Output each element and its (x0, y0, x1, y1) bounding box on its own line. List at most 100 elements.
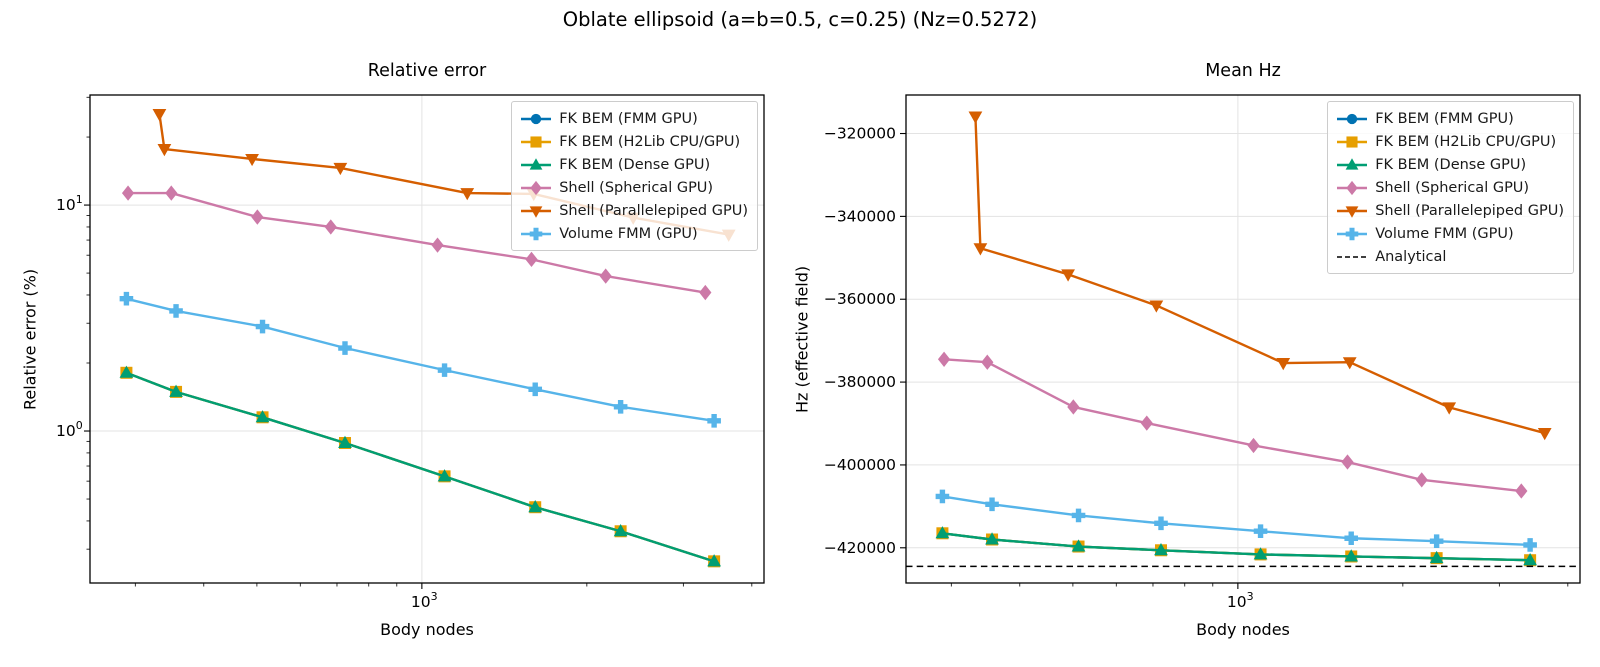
diamond-marker (1140, 415, 1153, 431)
circle-marker (531, 113, 542, 124)
tick-label: −380000 (824, 373, 896, 391)
series-line (125, 371, 716, 563)
legend-item: Shell (Parallelepiped GPU) (1336, 199, 1564, 222)
diamond-marker (1515, 483, 1528, 499)
series (121, 185, 712, 301)
triangle-up-marker (1344, 549, 1359, 562)
plus-legend-icon (1337, 227, 1368, 240)
legend-item-label: Volume FMM (GPU) (1375, 225, 1514, 242)
triangle-down-marker (1537, 428, 1552, 441)
triangle-up-marker (529, 157, 543, 170)
triangle-up-marker (119, 365, 134, 378)
triangle-down-marker (1276, 358, 1291, 371)
plus-marker (338, 341, 352, 355)
triangle-down-marker (1442, 402, 1457, 415)
figure-suptitle: Oblate ellipsoid (a=b=0.5, c=0.25) (Nz=0… (562, 8, 1038, 31)
series (119, 365, 722, 567)
axes-frame (89, 94, 765, 584)
diamond-legend-icon (1337, 180, 1368, 195)
legend-item-label: Shell (Parallelepiped GPU) (1375, 202, 1564, 219)
series (119, 291, 721, 428)
triangle-up-marker (985, 532, 999, 545)
ticks (900, 132, 1569, 589)
plus-marker (255, 319, 270, 334)
triangle-up-marker (1253, 547, 1268, 560)
circle-legend-icon (1337, 113, 1368, 124)
plus-marker (119, 291, 134, 306)
triangle-down-marker (1061, 269, 1075, 282)
dashed-line-legend-icon (1337, 255, 1368, 258)
legend-item: FK BEM (H2Lib CPU/GPU) (520, 130, 748, 153)
diamond-marker (1415, 472, 1428, 488)
series-line (941, 495, 1532, 547)
diamond-legend-icon (521, 180, 552, 195)
triangle-up-marker (613, 524, 628, 537)
series (936, 527, 1537, 567)
tick-label: −340000 (824, 207, 896, 225)
tick-label: 100 (56, 419, 83, 440)
legend-item: Volume FMM (GPU) (520, 222, 748, 245)
plus-marker (707, 413, 721, 428)
series-line (942, 358, 1523, 493)
plus-marker (985, 497, 999, 512)
diamond-marker (1346, 180, 1358, 195)
tick-label: 101 (56, 193, 83, 214)
triangle-up-marker (437, 469, 452, 482)
legend-item: FK BEM (FMM GPU) (520, 107, 748, 130)
plus-marker (1154, 516, 1168, 531)
series-line (126, 191, 707, 294)
plus-marker (528, 382, 543, 397)
legend-item: FK BEM (H2Lib CPU/GPU) (1336, 130, 1564, 153)
plus-marker (1071, 508, 1086, 523)
series-line (125, 297, 716, 422)
diamond-marker (530, 180, 542, 195)
legend-item: Shell (Spherical GPU) (1336, 176, 1564, 199)
legend-item-label: FK BEM (FMM GPU) (559, 110, 698, 127)
tick-label: 103 (1227, 590, 1254, 611)
series (936, 527, 1536, 566)
legend-item: FK BEM (Dense GPU) (520, 153, 748, 176)
circle-marker (1347, 113, 1358, 124)
triangle-up-marker (338, 435, 352, 449)
legend-item: Shell (Parallelepiped GPU) (520, 199, 748, 222)
series (935, 526, 1538, 566)
legend-item: FK BEM (Dense GPU) (1336, 153, 1564, 176)
triangle-up-marker (1154, 543, 1168, 556)
legend-item-label: FK BEM (FMM GPU) (1375, 110, 1514, 127)
right-chart-ylabel: Hz (effective field) (792, 265, 812, 413)
legend-item: Shell (Spherical GPU) (520, 176, 748, 199)
triangle-up-legend-icon (1337, 157, 1368, 170)
triangle-down-marker (529, 205, 543, 218)
plus-marker (437, 363, 452, 377)
right-chart-title: Mean Hz (1205, 61, 1281, 81)
left-chart-title: Relative error (367, 61, 487, 81)
legend-item-label: Volume FMM (GPU) (559, 225, 698, 242)
square-marker (530, 135, 542, 148)
diamond-marker (699, 284, 712, 301)
diamond-marker (599, 268, 612, 284)
triangle-down-marker (333, 162, 348, 176)
triangle-down-legend-icon (1337, 205, 1368, 218)
left-chart-legend: FK BEM (FMM GPU) FK BEM (H2Lib CPU/GPU) FK… (511, 101, 758, 251)
triangle-down-marker (157, 144, 172, 157)
legend-item-label: Analytical (1375, 248, 1447, 265)
triangle-down-marker (245, 153, 259, 167)
tick-label: −420000 (824, 539, 896, 557)
circle-legend-icon (521, 113, 552, 124)
plus-marker (169, 304, 183, 318)
series-line (941, 532, 1532, 562)
axes-frame (905, 94, 1581, 584)
plus-marker (1429, 534, 1444, 548)
square-legend-icon (521, 135, 552, 148)
plus-marker (1523, 538, 1537, 552)
plus-marker (1253, 524, 1268, 539)
square-legend-icon (1337, 135, 1368, 148)
diamond-marker (1341, 454, 1354, 470)
triangle-up-marker (255, 410, 270, 423)
diamond-marker (981, 354, 994, 370)
right-chart: 103 −320000 −340000 −360000 −380000 −400000 −4… (824, 94, 1581, 611)
legend-item: Analytical (1336, 245, 1564, 268)
series (935, 489, 1537, 552)
diamond-marker (1067, 399, 1080, 415)
